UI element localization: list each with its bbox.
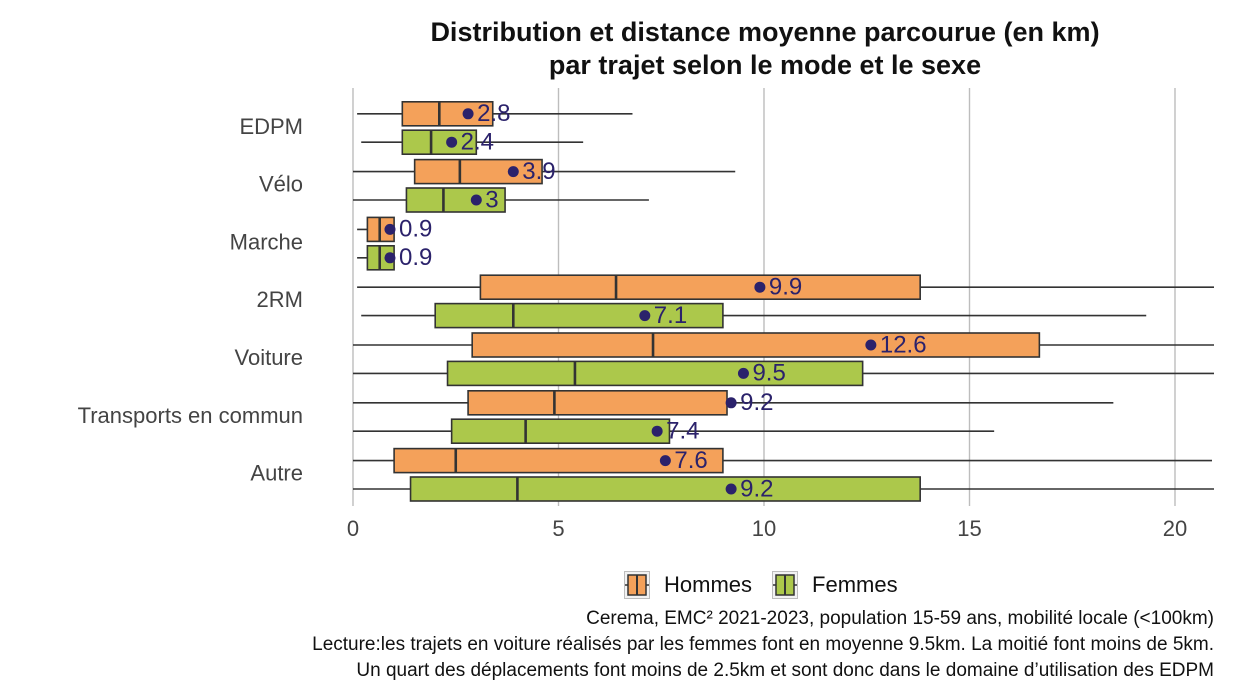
mean-point-hommes-4 [865,339,877,351]
box-femmes-4 [446,360,864,387]
x-tick-label-15: 15 [957,516,981,541]
mean-point-femmes-3 [639,310,651,322]
legend-key-hommes [624,571,650,599]
mean-label-femmes-5: 7.4 [666,418,699,445]
legend: Hommes Femmes [624,570,918,600]
mean-point-femmes-1 [470,194,482,206]
legend-item-femmes: Femmes [772,571,898,599]
mean-point-femmes-4 [737,367,749,379]
legend-key-femmes [772,571,799,599]
mean-point-hommes-2 [384,223,396,235]
legend-label-hommes: Hommes [664,572,753,597]
chart-title: Distribution et distance moyenne parcour… [300,16,1230,82]
box-femmes-6 [409,476,921,502]
mean-label-hommes-2: 0.9 [399,216,432,243]
mean-label-femmes-4: 9.5 [752,360,785,387]
mean-label-hommes-3: 9.9 [769,274,802,301]
y-category-label-5: Transports en commun [78,403,303,428]
y-category-label-4: Voiture [235,345,304,370]
mean-label-femmes-0: 2.4 [461,129,494,156]
mean-label-femmes-1: 3 [485,186,498,213]
legend-label-femmes: Femmes [812,572,898,597]
box-hommes-5 [467,389,728,416]
mean-label-hommes-1: 3.9 [522,158,555,185]
chart-caption: Cerema, EMC² 2021-2023, population 15-59… [312,606,1214,684]
mean-label-femmes-3: 7.1 [654,302,687,329]
mean-label-hommes-4: 12.6 [880,331,927,358]
x-tick-label-5: 5 [552,516,564,541]
box-hommes-3 [479,274,921,301]
mean-label-femmes-2: 0.9 [399,244,432,271]
box-femmes-5 [450,418,671,445]
box-hommes-4 [471,332,1041,358]
mean-point-femmes-2 [384,252,396,264]
box-femmes-0 [401,129,478,155]
mean-point-femmes-5 [651,425,663,437]
y-category-label-0: EDPM [239,114,303,139]
caption-reading-1: Lecture:les trajets en voiture réalisés … [312,634,1214,655]
mean-label-hommes-0: 2.8 [477,100,510,127]
y-category-label-3: 2RM [257,287,303,312]
mean-point-femmes-0 [446,136,458,148]
legend-item-hommes: Hommes [624,571,752,599]
mean-point-femmes-6 [725,483,737,495]
x-tick-label-0: 0 [347,516,359,541]
y-category-label-2: Marche [230,229,303,254]
chart-title-line-1: Distribution et distance moyenne parcour… [430,17,1100,47]
x-tick-label-20: 20 [1163,516,1187,541]
y-category-label-6: Autre [250,461,303,486]
box-femmes-3 [434,302,724,329]
boxplot-marks [353,101,1214,502]
box-hommes-0 [401,101,494,127]
boxplot-chart: 0 5 10 15 20 EDPM Vélo Marche 2RM Voiture Transpor… [78,88,1214,541]
mean-point-hommes-1 [507,166,519,178]
mean-point-hommes-6 [659,455,671,467]
mean-label-hommes-5: 9.2 [740,389,773,416]
x-tick-label-10: 10 [752,516,776,541]
box-hommes-1 [413,158,543,185]
mean-label-hommes-6: 7.6 [674,447,707,474]
chart-title-line-2: par trajet selon le mode et le sexe [548,50,982,80]
mean-label-femmes-6: 9.2 [740,475,773,502]
y-category-label-1: Vélo [259,172,303,197]
box-femmes-1 [405,187,506,213]
caption-source: Cerema, EMC² 2021-2023, population 15-59… [586,608,1214,629]
mean-point-hommes-3 [754,281,766,293]
caption-reading-2: Un quart des déplacements font moins de … [356,660,1214,681]
mean-point-hommes-0 [462,108,474,120]
mean-point-hommes-5 [725,397,737,409]
